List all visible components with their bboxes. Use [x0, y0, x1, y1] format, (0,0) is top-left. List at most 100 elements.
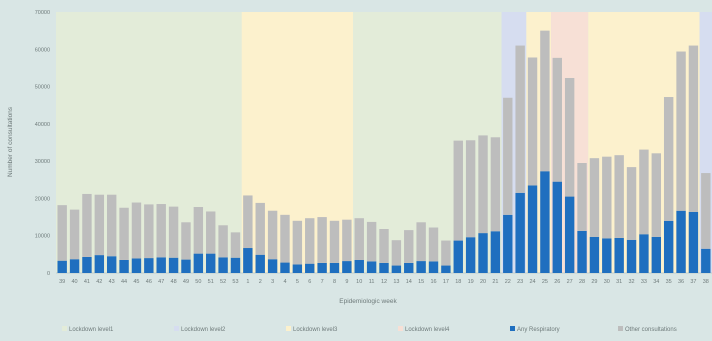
x-tick-label-5: 5: [296, 279, 299, 285]
bar-other-40: [69, 209, 80, 260]
bar-other-44: [119, 207, 129, 260]
x-tick-label-39: 39: [59, 279, 65, 285]
x-tick-label-46: 46: [146, 279, 152, 285]
bar-other-50: [193, 207, 204, 254]
bar-respiratory-21: [490, 231, 501, 273]
bar-respiratory-13: [391, 265, 402, 273]
x-tick-label-33: 33: [641, 279, 647, 285]
y-tick-labels: 0 10000 20000 30000 40000 50000 60000 70000: [35, 10, 50, 277]
bar-respiratory-24: [527, 185, 538, 273]
bar-other-30: [602, 156, 612, 239]
x-tick-label-37: 37: [690, 279, 696, 285]
x-tick-label-51: 51: [208, 279, 214, 285]
x-tick-label-38: 38: [703, 279, 709, 285]
bar-respiratory-31: [614, 237, 624, 273]
legend-swatch-0: [62, 326, 67, 331]
bar-respiratory-35: [663, 220, 674, 273]
x-tick-label-32: 32: [628, 279, 634, 285]
x-tick-label-24: 24: [529, 279, 535, 285]
legend-swatch-1: [174, 326, 179, 331]
x-tick-label-48: 48: [171, 279, 177, 285]
bar-respiratory-34: [651, 236, 662, 273]
bar-respiratory-43: [106, 256, 117, 273]
bar-other-9: [342, 219, 352, 262]
y-tick-label-4: 40000: [35, 122, 50, 128]
bar-other-13: [391, 240, 402, 266]
x-tick-label-50: 50: [195, 279, 201, 285]
bar-other-33: [639, 149, 649, 235]
y-tick-label-3: 30000: [35, 159, 50, 165]
bar-respiratory-2: [255, 254, 265, 273]
x-tick-label-52: 52: [220, 279, 226, 285]
bar-respiratory-29: [589, 236, 600, 273]
bar-respiratory-14: [404, 262, 414, 273]
bar-other-12: [379, 229, 389, 263]
bar-other-21: [490, 137, 501, 232]
bar-respiratory-25: [540, 171, 550, 273]
bar-respiratory-12: [379, 262, 389, 273]
bar-other-42: [94, 194, 105, 256]
bar-other-16: [428, 227, 439, 262]
legend-swatch-5: [618, 326, 623, 331]
x-tick-label-12: 12: [381, 279, 387, 285]
bar-other-6: [305, 218, 315, 264]
y-tick-label-1: 10000: [35, 234, 50, 240]
bar-respiratory-5: [292, 264, 303, 273]
bar-respiratory-28: [577, 230, 587, 273]
bar-respiratory-16: [428, 261, 439, 273]
bar-respiratory-36: [676, 210, 686, 273]
bar-other-31: [614, 155, 624, 238]
legend: Lockdown level1 Lockdown level2 Lockdown l…: [62, 326, 677, 333]
bar-respiratory-6: [305, 263, 315, 273]
x-tick-label-21: 21: [492, 279, 498, 285]
x-tick-label-9: 9: [345, 279, 348, 285]
x-tick-label-4: 4: [283, 279, 286, 285]
bar-respiratory-39: [57, 260, 67, 273]
bar-respiratory-44: [119, 259, 129, 273]
x-tick-label-13: 13: [393, 279, 399, 285]
x-tick-label-11: 11: [369, 279, 375, 285]
bar-other-38: [701, 173, 711, 249]
bar-other-7: [317, 217, 327, 263]
y-tick-label-7: 70000: [35, 10, 50, 16]
bar-respiratory-22: [503, 214, 513, 273]
bar-respiratory-11: [366, 261, 377, 273]
x-tick-label-35: 35: [666, 279, 672, 285]
bar-other-23: [515, 45, 525, 193]
bar-respiratory-20: [478, 233, 488, 273]
bars: [57, 30, 711, 273]
y-tick-label-5: 50000: [35, 85, 50, 91]
legend-label-3: Lockdown level4: [405, 327, 450, 333]
bar-other-4: [280, 214, 290, 263]
bar-respiratory-53: [230, 257, 241, 273]
bar-other-11: [366, 221, 377, 262]
x-tick-label-43: 43: [109, 279, 115, 285]
bar-other-51: [206, 211, 216, 254]
legend-swatch-3: [398, 326, 403, 331]
bar-respiratory-45: [131, 258, 142, 273]
bar-respiratory-33: [639, 234, 649, 273]
bar-respiratory-1: [243, 248, 253, 273]
x-tick-label-28: 28: [579, 279, 585, 285]
x-tick-label-41: 41: [84, 279, 90, 285]
x-tick-label-44: 44: [121, 279, 127, 285]
bar-other-10: [354, 218, 364, 260]
bar-respiratory-27: [564, 196, 575, 273]
bar-other-49: [181, 222, 191, 260]
bar-other-26: [552, 57, 562, 182]
x-tick-label-25: 25: [542, 279, 548, 285]
bar-respiratory-9: [342, 261, 352, 273]
x-tick-label-2: 2: [259, 279, 262, 285]
x-tick-labels: 39 40 41 42 43 44 45 46 47 48 49 50 51 52 53 1 2 3 4 5 6 7 8 9 1…: [59, 279, 709, 285]
bar-respiratory-52: [218, 257, 228, 273]
legend-label-5: Other consultations: [625, 327, 677, 333]
legend-label-2: Lockdown level3: [293, 327, 338, 333]
bar-respiratory-38: [701, 248, 711, 273]
bar-respiratory-50: [193, 253, 204, 273]
x-tick-label-6: 6: [308, 279, 311, 285]
x-tick-label-31: 31: [616, 279, 622, 285]
x-tick-label-8: 8: [333, 279, 336, 285]
bar-respiratory-7: [317, 262, 327, 273]
bar-respiratory-19: [465, 237, 476, 273]
